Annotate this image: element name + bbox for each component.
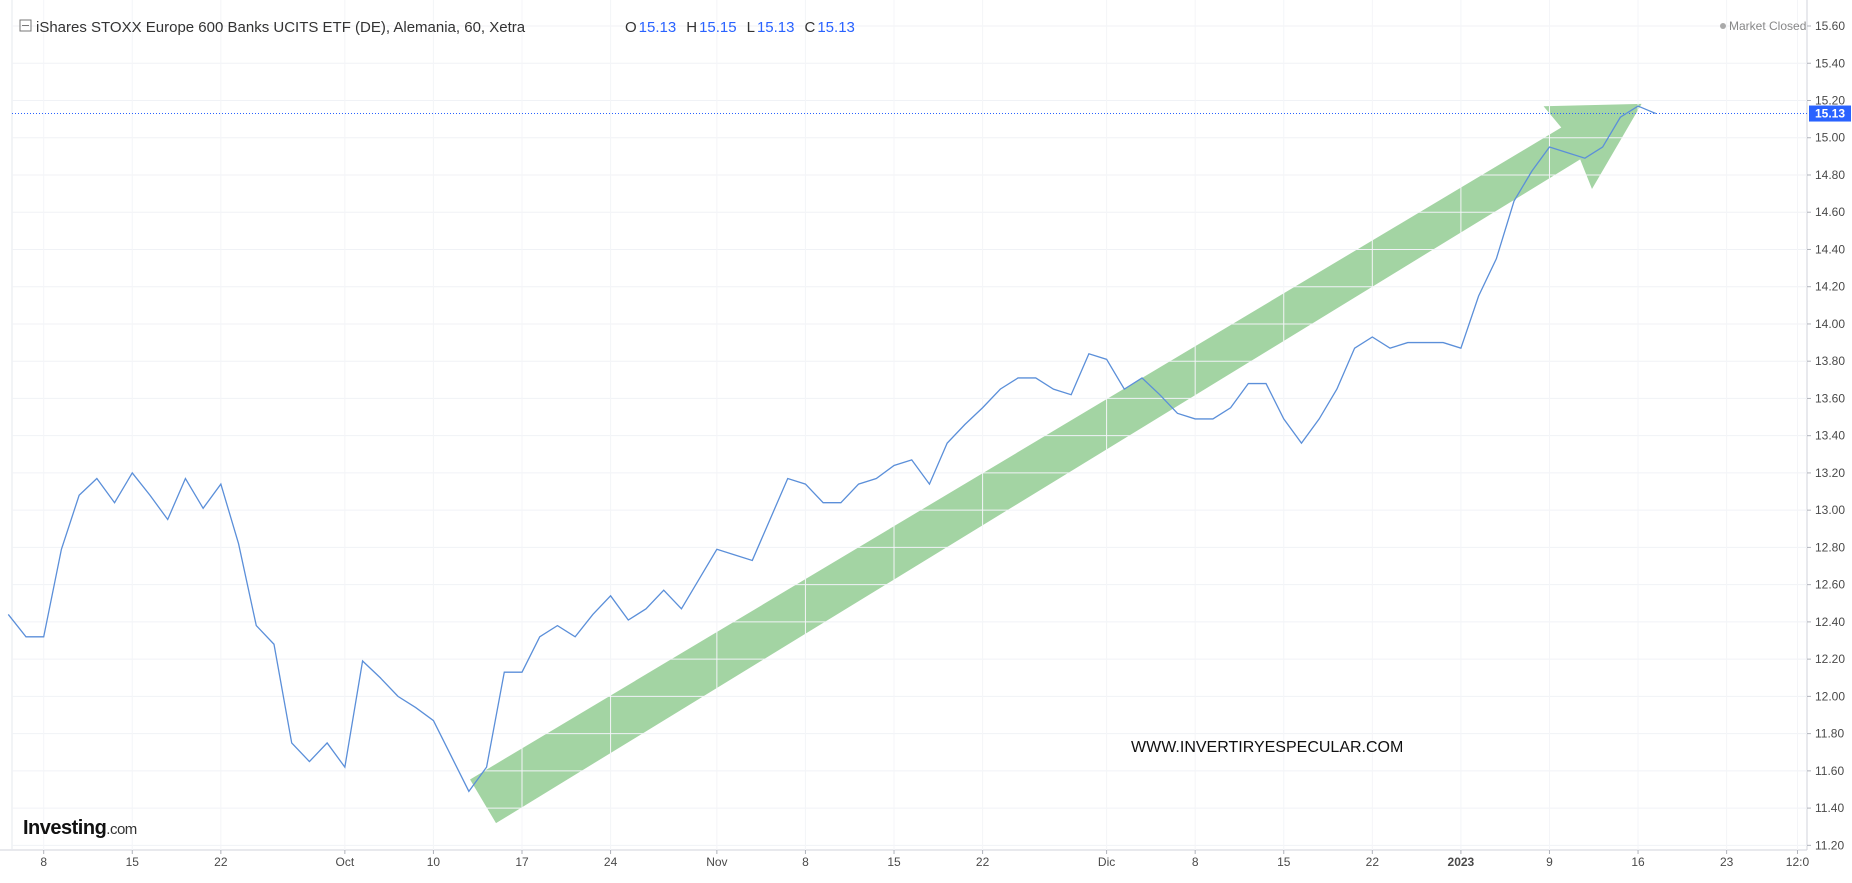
y-tick-label: 12.40	[1815, 615, 1845, 629]
status-dot	[1720, 23, 1726, 29]
y-tick-label: 12.20	[1815, 652, 1845, 666]
ohlc-key: C	[805, 19, 816, 36]
x-tick-label: Nov	[706, 855, 727, 869]
y-tick-label: 11.40	[1815, 801, 1844, 815]
collapse-icon[interactable]	[19, 19, 32, 32]
y-tick-label: 13.80	[1815, 354, 1845, 368]
ohlc-legend: O 15.13 H 15.15 L 15.13 C 15.13	[625, 19, 855, 36]
logo: Investing.com	[23, 817, 137, 839]
y-tick-label: 13.40	[1815, 429, 1845, 443]
last-price-box	[1809, 105, 1851, 122]
y-tick-label: 14.60	[1815, 205, 1845, 219]
y-tick-label: 15.40	[1815, 56, 1845, 70]
x-tick-label: 17	[515, 855, 529, 869]
x-tick-label: Oct	[336, 855, 355, 869]
x-tick-label: 8	[802, 855, 809, 869]
y-tick-label: 13.20	[1815, 466, 1845, 480]
y-tick-label: 12.00	[1815, 689, 1845, 703]
x-tick-label: 22	[1366, 855, 1380, 869]
x-tick-label: 16	[1631, 855, 1645, 869]
y-tick-label: 11.60	[1815, 764, 1844, 778]
y-tick-label: 15.00	[1815, 131, 1845, 145]
plot-area	[7, 0, 1807, 850]
x-tick-label: 15	[126, 855, 140, 869]
ohlc-value: 15.13	[817, 19, 855, 36]
x-tick-label: 15	[1277, 855, 1291, 869]
y-tick-label: 11.20	[1815, 838, 1844, 852]
x-tick-label: 10	[427, 855, 441, 869]
trend-arrow	[470, 103, 1642, 824]
x-tick-label: 24	[604, 855, 618, 869]
x-tick-label: 8	[1192, 855, 1199, 869]
x-tick-label: 9	[1546, 855, 1553, 869]
logo-suffix: .com	[106, 821, 137, 838]
price-line	[7, 105, 1657, 793]
x-tick-label: 15	[887, 855, 901, 869]
y-tick-label: 12.60	[1815, 578, 1845, 592]
green-arrow	[470, 103, 1642, 824]
x-tick-label: 22	[976, 855, 990, 869]
y-tick-label: 14.80	[1815, 168, 1845, 182]
y-tick-label: 12.80	[1815, 540, 1845, 554]
y-tick-label: 15.60	[1815, 19, 1845, 33]
x-tick-label: 23	[1720, 855, 1734, 869]
ohlc-key: H	[686, 19, 697, 36]
y-tick-label: 13.00	[1815, 503, 1845, 517]
y-tick-label: 14.20	[1815, 280, 1845, 294]
y-tick-label: 11.80	[1815, 727, 1844, 741]
last-price-label: 15.13	[1815, 107, 1845, 121]
y-tick-label: 14.00	[1815, 317, 1845, 331]
y-tick-label: 14.40	[1815, 242, 1845, 256]
y-tick-label: 15.20	[1815, 93, 1845, 107]
x-tick-label: 2023	[1448, 855, 1475, 869]
logo-brand: Investing	[23, 817, 106, 839]
x-tick-label: 8	[40, 855, 47, 869]
chart-title: iShares STOXX Europe 600 Banks UCITS ETF…	[36, 19, 526, 36]
ohlc-value: 15.13	[757, 19, 795, 36]
x-tick-label: 12:0	[1786, 855, 1810, 869]
ohlc-key: O	[625, 19, 637, 36]
x-tick-label: Dic	[1098, 855, 1115, 869]
ohlc-value: 15.15	[699, 19, 737, 36]
ohlc-key: L	[747, 19, 755, 36]
ohlc-value: 15.13	[639, 19, 677, 36]
market-status: Market Closed	[1729, 19, 1806, 33]
watermark: WWW.INVERTIRYESPECULAR.COM	[1131, 739, 1403, 756]
x-tick-label: 22	[214, 855, 228, 869]
y-tick-label: 13.60	[1815, 391, 1845, 405]
